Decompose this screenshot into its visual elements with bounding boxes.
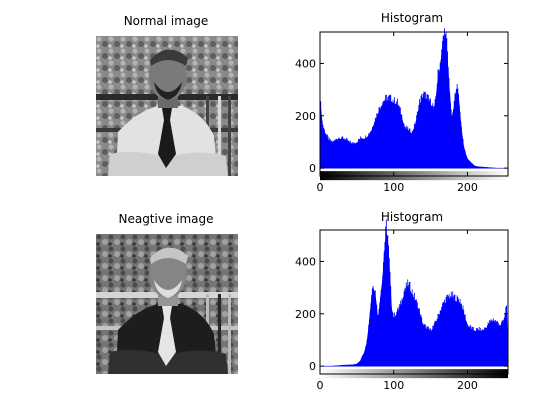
normal-image-title: Normal image (123, 14, 209, 28)
hist-top-ytick-label: 200 (295, 110, 316, 123)
hist-bottom-xtick-label: 100 (383, 379, 404, 392)
hist-top-xtick-label: 0 (317, 181, 324, 194)
histogram-bottom: 0 100 200 0 200 400 (295, 219, 509, 392)
histogram-top-title: Histogram (380, 11, 444, 25)
hist-top-ytick-label: 400 (295, 57, 316, 70)
hist-bottom-ytick-label: 0 (309, 360, 316, 373)
hist-bottom-axes-box (319, 229, 509, 375)
histogram-bottom-title: Histogram (380, 210, 444, 224)
hist-bottom-ytick-label: 400 (295, 255, 316, 268)
negative-image (96, 234, 238, 374)
hist-top-axes-box (319, 31, 509, 177)
hist-top-xtick-label: 200 (457, 181, 478, 194)
negative-image-title: Neagtive image (118, 212, 214, 226)
histogram-top: 0 100 200 0 200 400 (295, 28, 509, 194)
hist-top-xtick-label: 100 (383, 181, 404, 194)
normal-image (96, 36, 238, 176)
hist-top-ytick-label: 0 (309, 162, 316, 175)
hist-bottom-ytick-label: 200 (295, 308, 316, 321)
hist-bottom-xtick-label: 200 (457, 379, 478, 392)
hist-bottom-xtick-label: 0 (317, 379, 324, 392)
